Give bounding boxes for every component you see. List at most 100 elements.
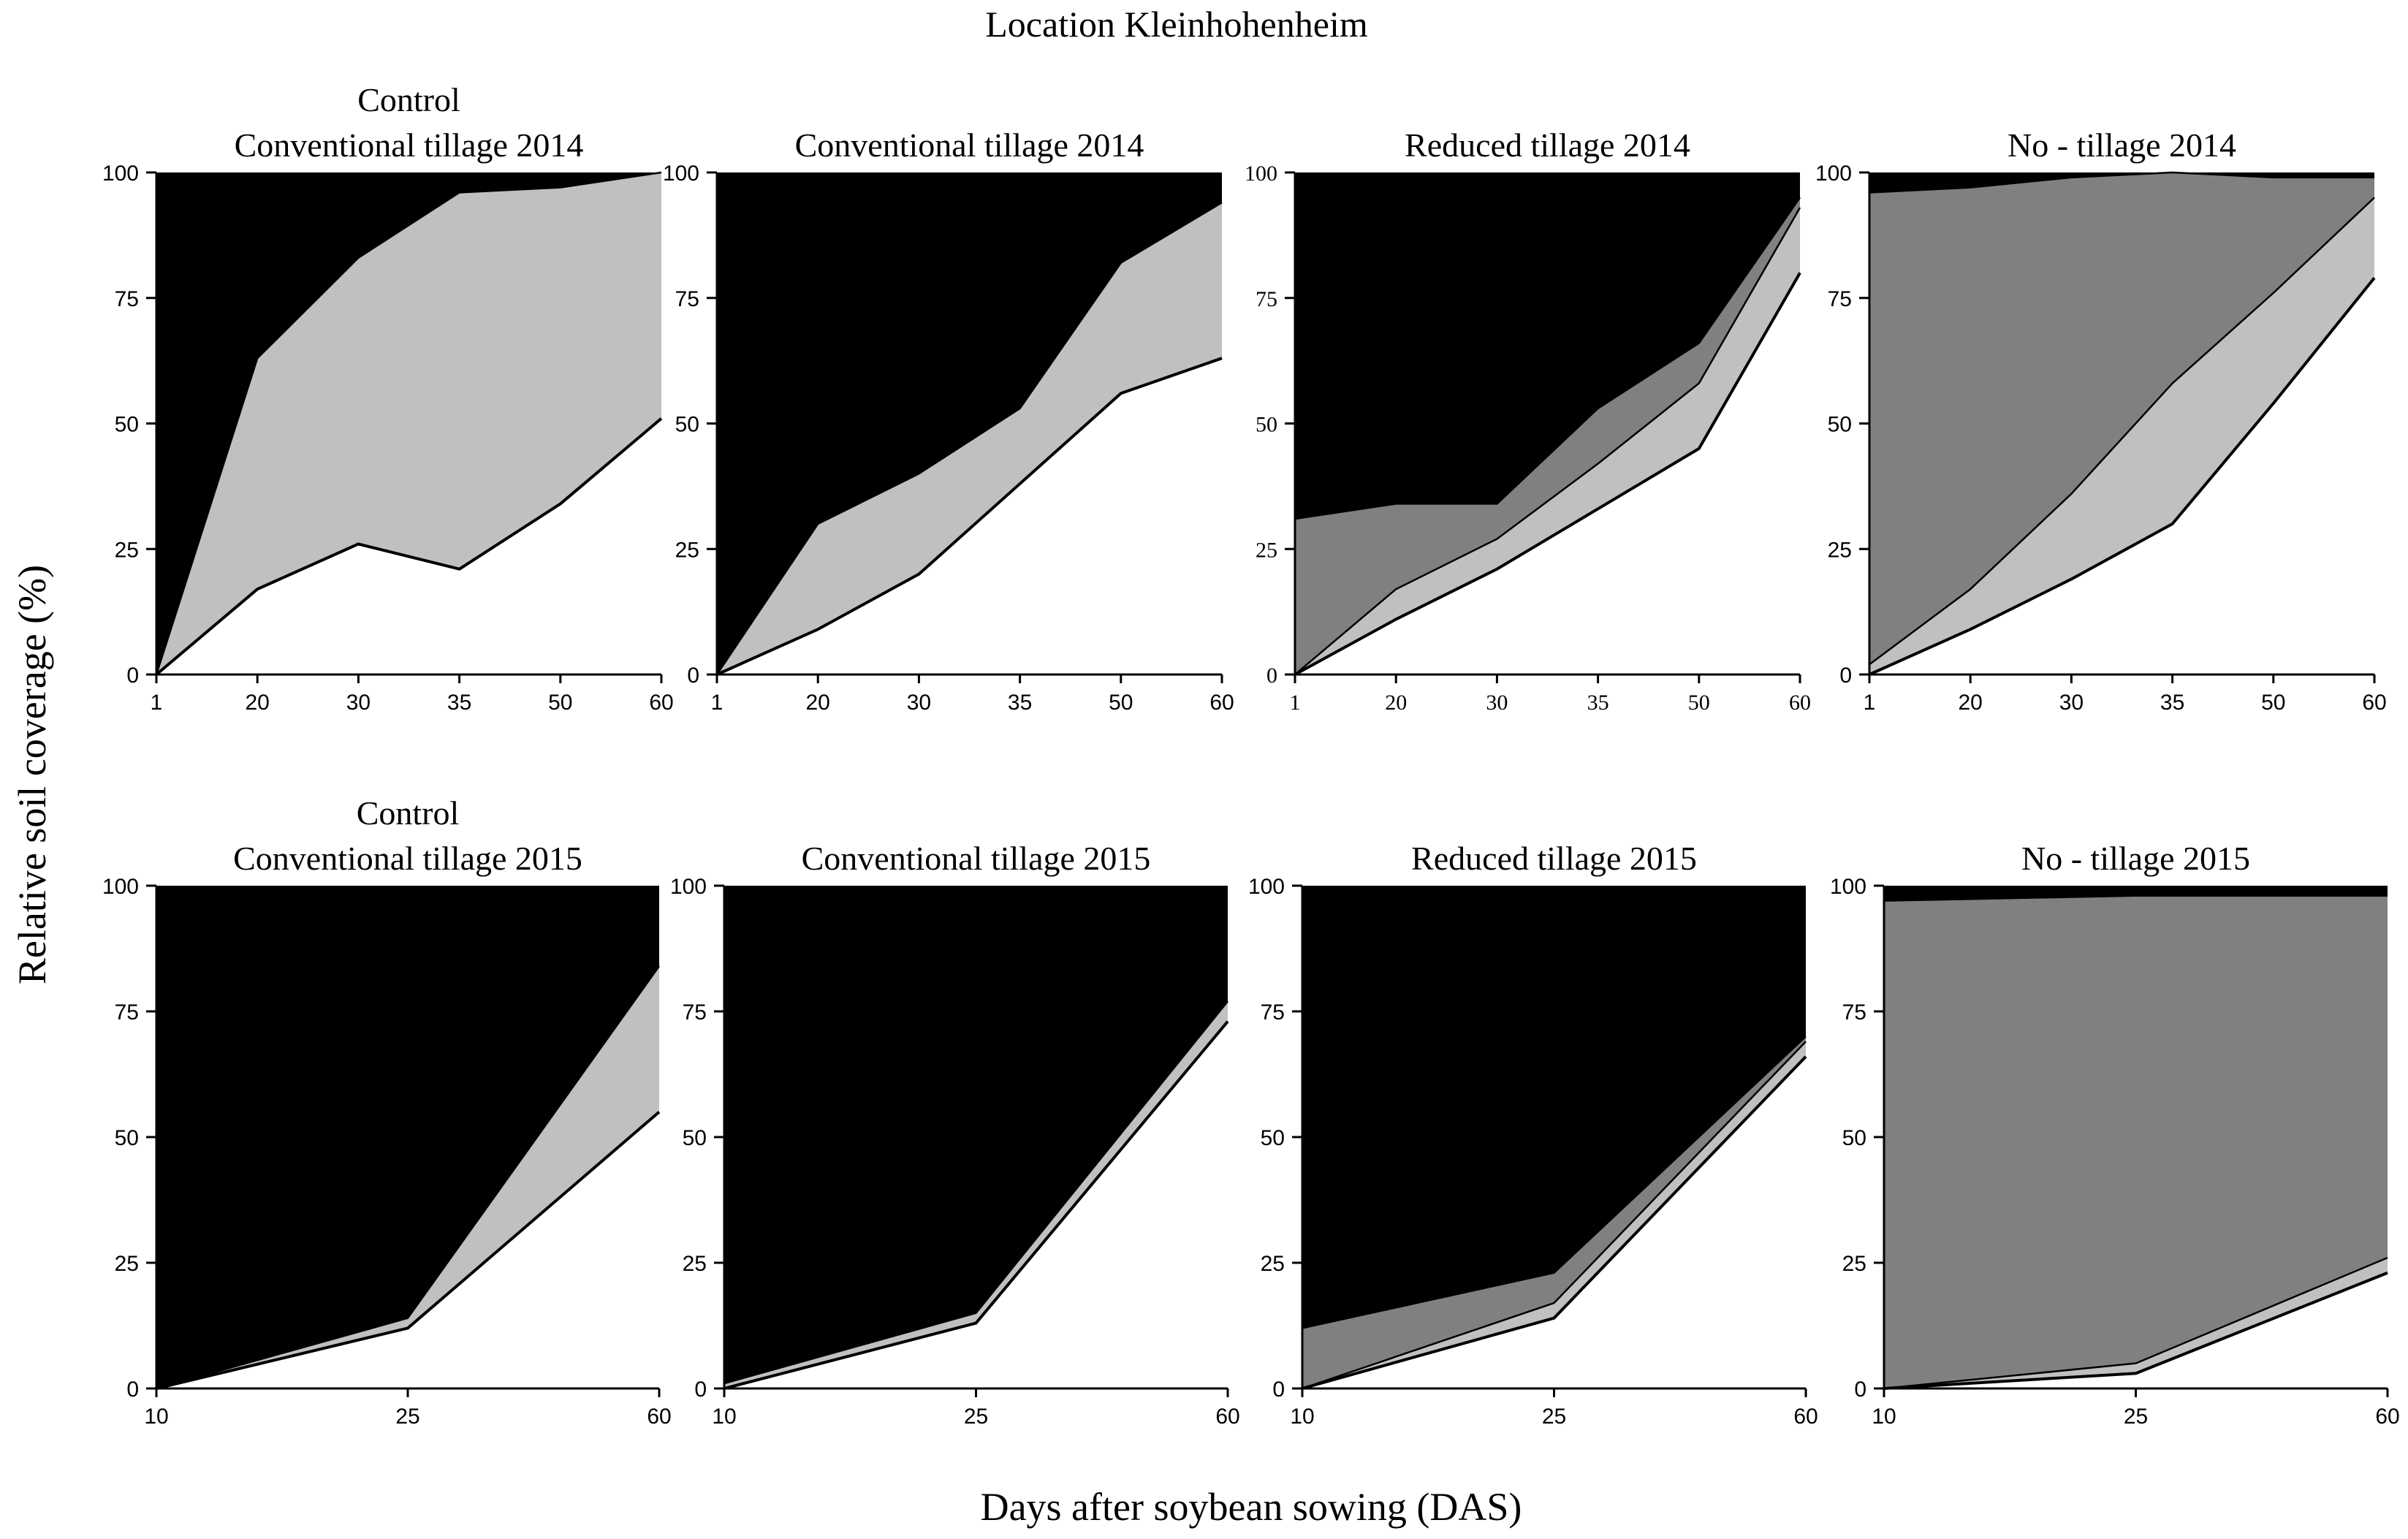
- line-soybean: [715, 202, 1223, 675]
- area-soybean: [1869, 197, 2374, 675]
- panel-title: Conventional tillage 2014: [235, 126, 584, 164]
- panel-title: Conventional tillage 2015: [802, 840, 1151, 877]
- line-bare-soil: [716, 357, 1223, 676]
- x-tick-label: 60: [1793, 1405, 1818, 1429]
- chart-panel: 0 25 50 75 100 1 20 30 35 50 60 Reduced tillage 201…: [1245, 126, 1811, 715]
- area-bare-soil: [1302, 1056, 1806, 1388]
- x-tick-label: 1: [1864, 691, 1876, 715]
- y-tick-label: 50: [1256, 413, 1277, 437]
- y-axis-title: Relative soil coverage (%): [10, 565, 54, 984]
- x-tick-label: 60: [647, 1405, 671, 1429]
- y-tick-label: 0: [694, 1378, 707, 1402]
- y-tick-label: 0: [687, 664, 699, 688]
- y-tick-label: 100: [102, 162, 139, 186]
- y-tick-label: 75: [1256, 287, 1277, 311]
- y-tick-label: 75: [1828, 287, 1852, 311]
- area-weeds: [1302, 886, 1806, 1329]
- y-tick-label: 25: [1256, 538, 1277, 562]
- y-tick-label: 25: [115, 1252, 139, 1276]
- y-tick-label: 75: [1261, 1000, 1285, 1025]
- area-weeds: [156, 172, 661, 674]
- y-tick-label: 75: [683, 1000, 707, 1025]
- y-tick-label: 100: [670, 875, 707, 899]
- area-weeds: [1884, 886, 2388, 901]
- x-tick-label: 25: [964, 1405, 988, 1429]
- x-tick-label: 1: [1290, 691, 1301, 715]
- area-bare-soil: [156, 1112, 659, 1388]
- y-tick-label: 75: [1842, 1000, 1866, 1025]
- y-tick-label: 100: [1248, 875, 1285, 899]
- x-tick-label: 1: [151, 691, 163, 715]
- y-tick-label: 50: [683, 1126, 707, 1150]
- y-tick-label: 0: [126, 664, 139, 688]
- panel-title: Conventional tillage 2014: [795, 126, 1144, 164]
- x-tick-label: 20: [246, 691, 270, 715]
- y-tick-label: 25: [1828, 538, 1852, 562]
- x-tick-label: 60: [2375, 1405, 2399, 1429]
- line-mulch: [1294, 197, 1801, 520]
- panel-title: Control: [357, 794, 460, 832]
- y-tick-label: 25: [675, 538, 699, 562]
- area-mulch: [1884, 895, 2388, 1388]
- area-bare-soil: [1295, 273, 1800, 674]
- line-mulch: [1883, 894, 2388, 902]
- panel-title: Reduced tillage 2014: [1405, 126, 1690, 164]
- x-tick-label: 50: [1688, 691, 1710, 715]
- line-bare-soil: [1294, 272, 1801, 676]
- chart-panel: 0 25 50 75 100 1 20 30 35 50 60 Conventional tillag…: [663, 126, 1234, 715]
- chart-panel: 0 25 50 75 100 1 20 30 35 50 60 No - tillage 2014: [1815, 126, 2387, 715]
- x-tick-label: 35: [2160, 691, 2184, 715]
- area-weeds: [156, 886, 659, 1388]
- line-soybean: [1302, 1041, 1807, 1390]
- line-bare-soil: [1883, 1271, 2388, 1390]
- y-tick-label: 75: [115, 287, 139, 311]
- x-tick-label: 60: [1215, 1405, 1239, 1429]
- line-bare-soil: [723, 1020, 1229, 1390]
- x-tick-label: 35: [1587, 691, 1609, 715]
- area-bare-soil: [724, 1021, 1228, 1388]
- x-tick-label: 50: [1109, 691, 1133, 715]
- chart-panel: 0 25 50 75 100 1 20 30 35 50 60 Control Conventional…: [102, 81, 674, 715]
- x-tick-label: 25: [395, 1405, 419, 1429]
- area-mulch: [1295, 197, 1800, 675]
- y-tick-label: 50: [675, 413, 699, 437]
- area-bare-soil: [1869, 278, 2374, 674]
- x-tick-label: 25: [1542, 1405, 1566, 1429]
- x-tick-label: 10: [144, 1405, 168, 1429]
- x-tick-label: 60: [1789, 691, 1811, 715]
- y-tick-label: 50: [1842, 1126, 1866, 1150]
- area-weeds: [1295, 172, 1800, 520]
- x-tick-label: 10: [1872, 1405, 1896, 1429]
- area-soybean: [717, 202, 1222, 675]
- figure-title: Location Kleinhohenheim: [985, 4, 1368, 45]
- y-tick-label: 25: [1261, 1252, 1285, 1276]
- x-tick-label: 50: [2261, 691, 2285, 715]
- line-soybean: [156, 965, 661, 1390]
- y-tick-label: 25: [115, 538, 139, 562]
- x-tick-label: 10: [1290, 1405, 1314, 1429]
- x-tick-label: 20: [1385, 691, 1407, 715]
- y-tick-label: 100: [663, 162, 699, 186]
- y-tick-label: 50: [1261, 1126, 1285, 1150]
- line-mulch: [1869, 171, 2374, 194]
- x-tick-label: 20: [1959, 691, 1983, 715]
- x-tick-label: 10: [712, 1405, 736, 1429]
- y-tick-label: 25: [683, 1252, 707, 1276]
- panel-title: Control: [357, 81, 460, 118]
- x-tick-label: 50: [548, 691, 572, 715]
- y-tick-label: 50: [115, 1126, 139, 1150]
- y-tick-label: 75: [115, 1000, 139, 1025]
- area-mulch: [1869, 172, 2374, 665]
- x-tick-label: 60: [1209, 691, 1234, 715]
- x-tick-label: 30: [2059, 691, 2084, 715]
- area-bare-soil: [156, 418, 661, 674]
- line-bare-soil: [155, 417, 663, 676]
- line-soybean: [1883, 1256, 2388, 1390]
- y-tick-label: 100: [1830, 875, 1866, 899]
- line-soybean: [155, 171, 662, 675]
- panel-title: No - tillage 2015: [2021, 840, 2250, 877]
- y-tick-label: 50: [1828, 413, 1852, 437]
- panel-title: Conventional tillage 2015: [233, 840, 582, 877]
